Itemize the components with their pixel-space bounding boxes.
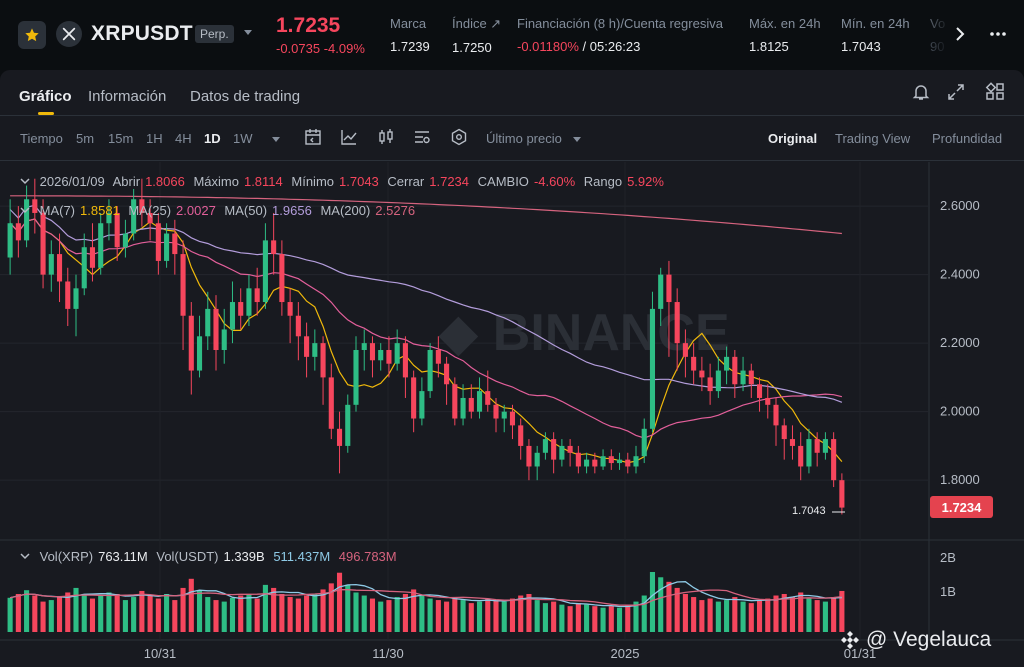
perp-badge: Perp. bbox=[195, 25, 234, 43]
low-marker-label: 1.7043 bbox=[792, 505, 826, 517]
legend-change: -4.60% bbox=[533, 174, 576, 189]
legend-ma7: 1.8581 bbox=[80, 203, 120, 218]
watermark-text: @ Vegelauca bbox=[866, 628, 992, 651]
stat-funding: Financiación (8 h)/Cuenta regresiva -0.01… bbox=[517, 16, 723, 54]
interval-15m[interactable]: 15m bbox=[108, 131, 134, 146]
price-change: -0.0735 -4.09% bbox=[276, 41, 365, 56]
collapse-chevron-icon[interactable] bbox=[20, 205, 30, 215]
interval-label: Tiempo bbox=[20, 131, 63, 146]
layout-grid-icon[interactable] bbox=[985, 82, 1005, 102]
legend-ma7-label: MA(7) bbox=[39, 203, 76, 218]
interval-4h[interactable]: 4H bbox=[175, 131, 192, 146]
star-icon bbox=[25, 28, 39, 42]
tab-informacion[interactable]: Información bbox=[88, 88, 167, 105]
legend-vol-ma1: 511.437M bbox=[273, 549, 331, 564]
legend-date: 2026/01/09 bbox=[39, 174, 105, 189]
ticker-header: XRPUSDT Perp. 1.7235 -0.0735 -4.09% Marc… bbox=[0, 0, 1024, 68]
symbol-name[interactable]: XRPUSDT bbox=[91, 22, 193, 45]
collapse-chevron-icon[interactable] bbox=[20, 551, 30, 561]
legend-high-label: Máximo bbox=[193, 174, 239, 189]
user-watermark: @ Vegelauca bbox=[840, 628, 991, 652]
candlestick-icon[interactable] bbox=[377, 128, 395, 146]
legend-close-label: Cerrar bbox=[387, 174, 425, 189]
header-fade bbox=[920, 0, 950, 68]
legend-high: 1.8114 bbox=[243, 174, 283, 189]
active-tab-indicator bbox=[38, 112, 54, 115]
current-price-tag: 1.7234 bbox=[930, 496, 993, 518]
interval-1h[interactable]: 1H bbox=[146, 131, 163, 146]
indicators-icon[interactable] bbox=[413, 128, 431, 146]
legend-open: 1.8066 bbox=[145, 174, 185, 189]
legend-change-label: CAMBIO bbox=[477, 174, 529, 189]
tab-datos-trading[interactable]: Datos de trading bbox=[190, 88, 301, 105]
legend-ma25-label: MA(25) bbox=[128, 203, 172, 218]
favorite-star-button[interactable] bbox=[18, 21, 46, 49]
interval-5m[interactable]: 5m bbox=[76, 131, 95, 146]
legend-ma50: 1.9656 bbox=[272, 203, 312, 218]
legend-range: 5.92% bbox=[627, 174, 664, 189]
view-depth[interactable]: Profundidad bbox=[932, 131, 1003, 146]
ohlc-legend: 2026/01/09 Abrir 1.8066 Máximo 1.8114 Míni… bbox=[20, 174, 669, 189]
chevron-down-icon[interactable] bbox=[242, 26, 254, 38]
ma-legend: MA(7) 1.8581 MA(25) 2.0027 MA(50) 1.9656 MA… bbox=[20, 203, 420, 218]
chart-panel: Gráfico Información Datos de trading Tie… bbox=[0, 70, 1024, 667]
legend-close: 1.7234 bbox=[429, 174, 470, 189]
stat-mark-price: Marca 1.7239 bbox=[390, 16, 430, 54]
volume-legend: Vol(XRP) 763.11M Vol(USDT) 1.339B 511.437M… bbox=[20, 549, 402, 564]
interval-1d[interactable]: 1D bbox=[204, 131, 221, 146]
tab-grafico[interactable]: Gráfico bbox=[19, 88, 72, 105]
legend-low: 1.7043 bbox=[339, 174, 379, 189]
stat-24h-low: Mín. en 24h 1.7043 bbox=[841, 16, 910, 54]
legend-ma25: 2.0027 bbox=[176, 203, 216, 218]
settings-hexagon-icon[interactable] bbox=[450, 128, 468, 146]
price-type-dropdown-icon[interactable] bbox=[571, 133, 583, 145]
expand-icon[interactable] bbox=[946, 82, 966, 102]
chevron-right-icon[interactable] bbox=[950, 24, 970, 44]
legend-ma200: 2.5276 bbox=[375, 203, 416, 218]
legend-ma200-label: MA(200) bbox=[320, 203, 371, 218]
legend-vol-label: Vol(XRP) bbox=[39, 549, 94, 564]
interval-1w[interactable]: 1W bbox=[233, 131, 253, 146]
legend-vol-ma2: 496.783M bbox=[338, 549, 397, 564]
legend-open-label: Abrir bbox=[112, 174, 141, 189]
bell-icon[interactable] bbox=[911, 82, 931, 102]
calendar-icon[interactable] bbox=[304, 128, 322, 146]
view-tradingview[interactable]: Trading View bbox=[835, 131, 911, 146]
view-original[interactable]: Original bbox=[768, 131, 818, 146]
stat-index-price[interactable]: Índice ↗ 1.7250 bbox=[452, 16, 502, 55]
legend-vol: 763.11M bbox=[98, 549, 148, 564]
legend-ma50-label: MA(50) bbox=[224, 203, 268, 218]
legend-range-label: Rango bbox=[583, 174, 623, 189]
legend-volq-label: Vol(USDT) bbox=[156, 549, 219, 564]
interval-dropdown-icon[interactable] bbox=[270, 133, 282, 145]
more-options-icon[interactable] bbox=[988, 24, 1008, 44]
collapse-chevron-icon[interactable] bbox=[20, 176, 30, 186]
line-chart-icon[interactable] bbox=[340, 128, 358, 146]
last-price: 1.7235 bbox=[276, 14, 341, 37]
stat-24h-high: Máx. en 24h 1.8125 bbox=[749, 16, 821, 54]
binance-diamond-icon bbox=[841, 631, 859, 649]
legend-volq: 1.339B bbox=[223, 549, 265, 564]
price-type-select[interactable]: Último precio bbox=[486, 131, 562, 146]
legend-low-label: Mínimo bbox=[291, 174, 335, 189]
xrp-coin-icon bbox=[56, 21, 82, 47]
chart-toolbar: Tiempo 5m 15m 1H 4H 1D 1W Último precio … bbox=[0, 117, 1024, 161]
chart-tabs: Gráfico Información Datos de trading bbox=[0, 70, 1024, 116]
